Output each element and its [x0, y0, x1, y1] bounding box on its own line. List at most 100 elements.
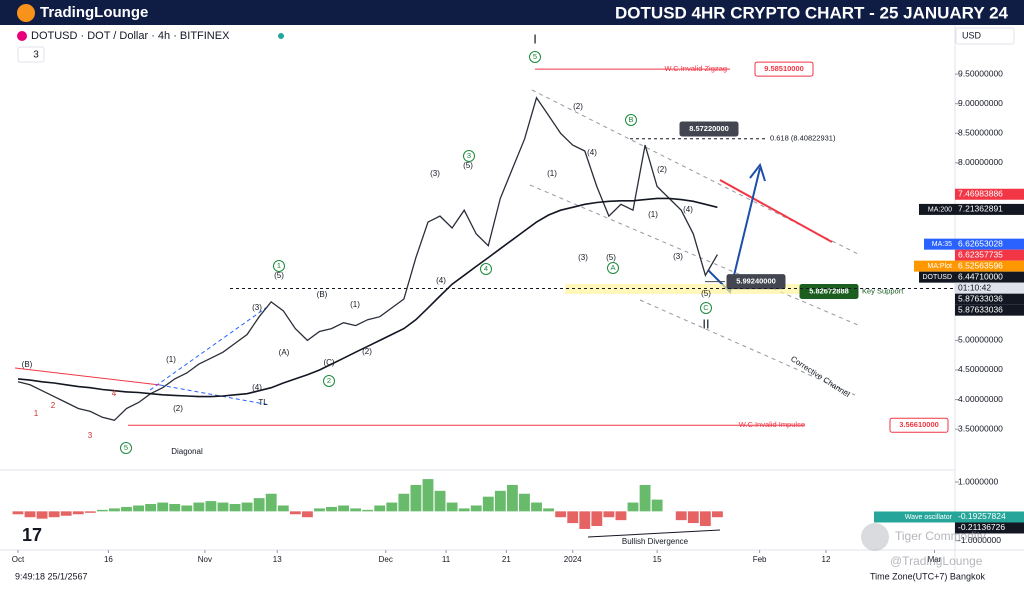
price-tag-label: 6.62653028	[958, 238, 1003, 248]
oscillator-bar	[398, 493, 410, 512]
price-tag	[955, 522, 1024, 534]
oscillator-bar	[84, 511, 96, 513]
price-tag	[955, 238, 1024, 250]
oscillator-bar	[458, 508, 470, 512]
watermark: @TradingLounge	[890, 554, 983, 568]
oscillator-bar	[555, 511, 567, 518]
indicator-count: 3	[33, 50, 39, 61]
timezone: Time Zone(UTC+7) Bangkok	[870, 571, 985, 581]
wave-circle	[480, 263, 492, 275]
wave-label: 5	[533, 52, 537, 61]
wave-label: 1	[277, 261, 281, 270]
oscillator-bar	[314, 508, 325, 512]
watermark-icon	[861, 523, 889, 551]
wave-label: (B)	[22, 360, 33, 369]
oscillator-bar	[615, 511, 627, 521]
status-dot	[278, 33, 284, 39]
ma-line	[17, 197, 718, 398]
x-tick-label: 16	[104, 555, 113, 564]
oscillator-bar	[603, 511, 615, 518]
oscillator-bar	[193, 502, 205, 512]
oscillator-bar	[205, 501, 217, 512]
oscillator-bar	[627, 502, 639, 512]
wave-label: TL	[258, 398, 268, 407]
oscillator-bar	[157, 502, 169, 512]
wave-label: (2)	[173, 404, 183, 413]
wave-label: 4	[112, 389, 117, 398]
level-text: W.C.Invalid Impulse	[739, 420, 805, 429]
y-tick-label: 9.00000000	[958, 98, 1003, 108]
wave-label: I	[533, 31, 537, 46]
wave-label: (3)	[252, 303, 262, 312]
level-box	[754, 61, 814, 77]
wave-label: 2	[327, 376, 331, 385]
level-text: W.C.Invalid Zigzag	[664, 64, 727, 73]
oscillator-bar	[362, 509, 374, 512]
wave-label: (1)	[648, 210, 658, 219]
wave-label: 3	[88, 431, 93, 440]
price-tag-label: -0.21136726	[958, 522, 1005, 532]
oscillator-bar	[12, 511, 24, 515]
channel-line	[639, 299, 856, 396]
oscillator-bar	[567, 511, 579, 524]
x-tick-label: 11	[442, 555, 451, 564]
price-tag-label: 7.46983886	[958, 189, 1003, 199]
wave-circle	[120, 442, 132, 454]
oscillator-bar	[48, 511, 60, 518]
oscillator-bar	[519, 493, 530, 512]
price-tag	[955, 271, 1024, 283]
level-label: 3.56610000	[899, 420, 939, 429]
oscillator-bar	[699, 511, 711, 527]
oscillator-bar	[217, 502, 229, 512]
wave-label: 3	[467, 151, 471, 160]
wave-circle	[463, 150, 475, 162]
oscillator-bar	[434, 490, 446, 512]
tag-name: MA:200	[928, 206, 952, 213]
x-tick-label: 12	[822, 555, 831, 564]
indicator-toggle[interactable]	[17, 46, 45, 63]
wave-label: (B)	[317, 290, 328, 299]
wave-circle	[625, 114, 637, 126]
wave-label: (3)	[673, 252, 683, 261]
y-tick-label: -1.0000000	[958, 535, 1001, 545]
tag-name-box	[914, 260, 955, 272]
oscillator-bar	[579, 511, 591, 529]
wave-label: 5	[124, 443, 128, 452]
price-tag-label: 5.87633036	[958, 304, 1003, 314]
currency-select[interactable]	[955, 27, 1015, 45]
level-box	[726, 274, 786, 290]
wave-label: (A)	[279, 348, 290, 357]
tag-name-box	[919, 203, 955, 215]
y-tick-label: 3.50000000	[958, 423, 1003, 433]
level-label: 5.82672888	[809, 286, 849, 295]
oscillator-bar	[543, 508, 555, 512]
wave-label: (5)	[463, 161, 473, 170]
oscillator-bar	[229, 504, 241, 512]
wave-label: (2)	[362, 347, 372, 356]
oscillator-bar	[96, 509, 108, 512]
wave-circle	[607, 262, 619, 274]
oscillator-bar	[60, 511, 72, 516]
oscillator-bar	[506, 484, 518, 512]
price-line	[17, 96, 718, 422]
wave-label: 4	[484, 264, 488, 273]
x-tick-label: 13	[273, 555, 282, 564]
timestamp: 9:49:18 25/1/2567	[15, 571, 88, 581]
wave-label: (2)	[657, 165, 667, 174]
tag-name: Wave oscillator	[905, 514, 953, 521]
oscillator-bar	[410, 484, 422, 512]
oscillator-bar	[277, 505, 289, 512]
level-label: 9.58510000	[764, 64, 804, 73]
countdown-box	[955, 282, 1024, 294]
oscillator-bar	[253, 498, 265, 512]
price-tag	[955, 260, 1024, 272]
wave-circle	[323, 375, 335, 387]
price-tag-label: 6.52563596	[958, 260, 1003, 270]
y-tick-label: 4.00000000	[958, 394, 1003, 404]
oscillator-bar	[121, 506, 132, 512]
tag-name: MA:35	[932, 241, 952, 248]
countdown: 01:10:42	[958, 282, 991, 292]
oscillator-bar	[36, 511, 48, 519]
x-tick-label: Feb	[753, 555, 767, 564]
